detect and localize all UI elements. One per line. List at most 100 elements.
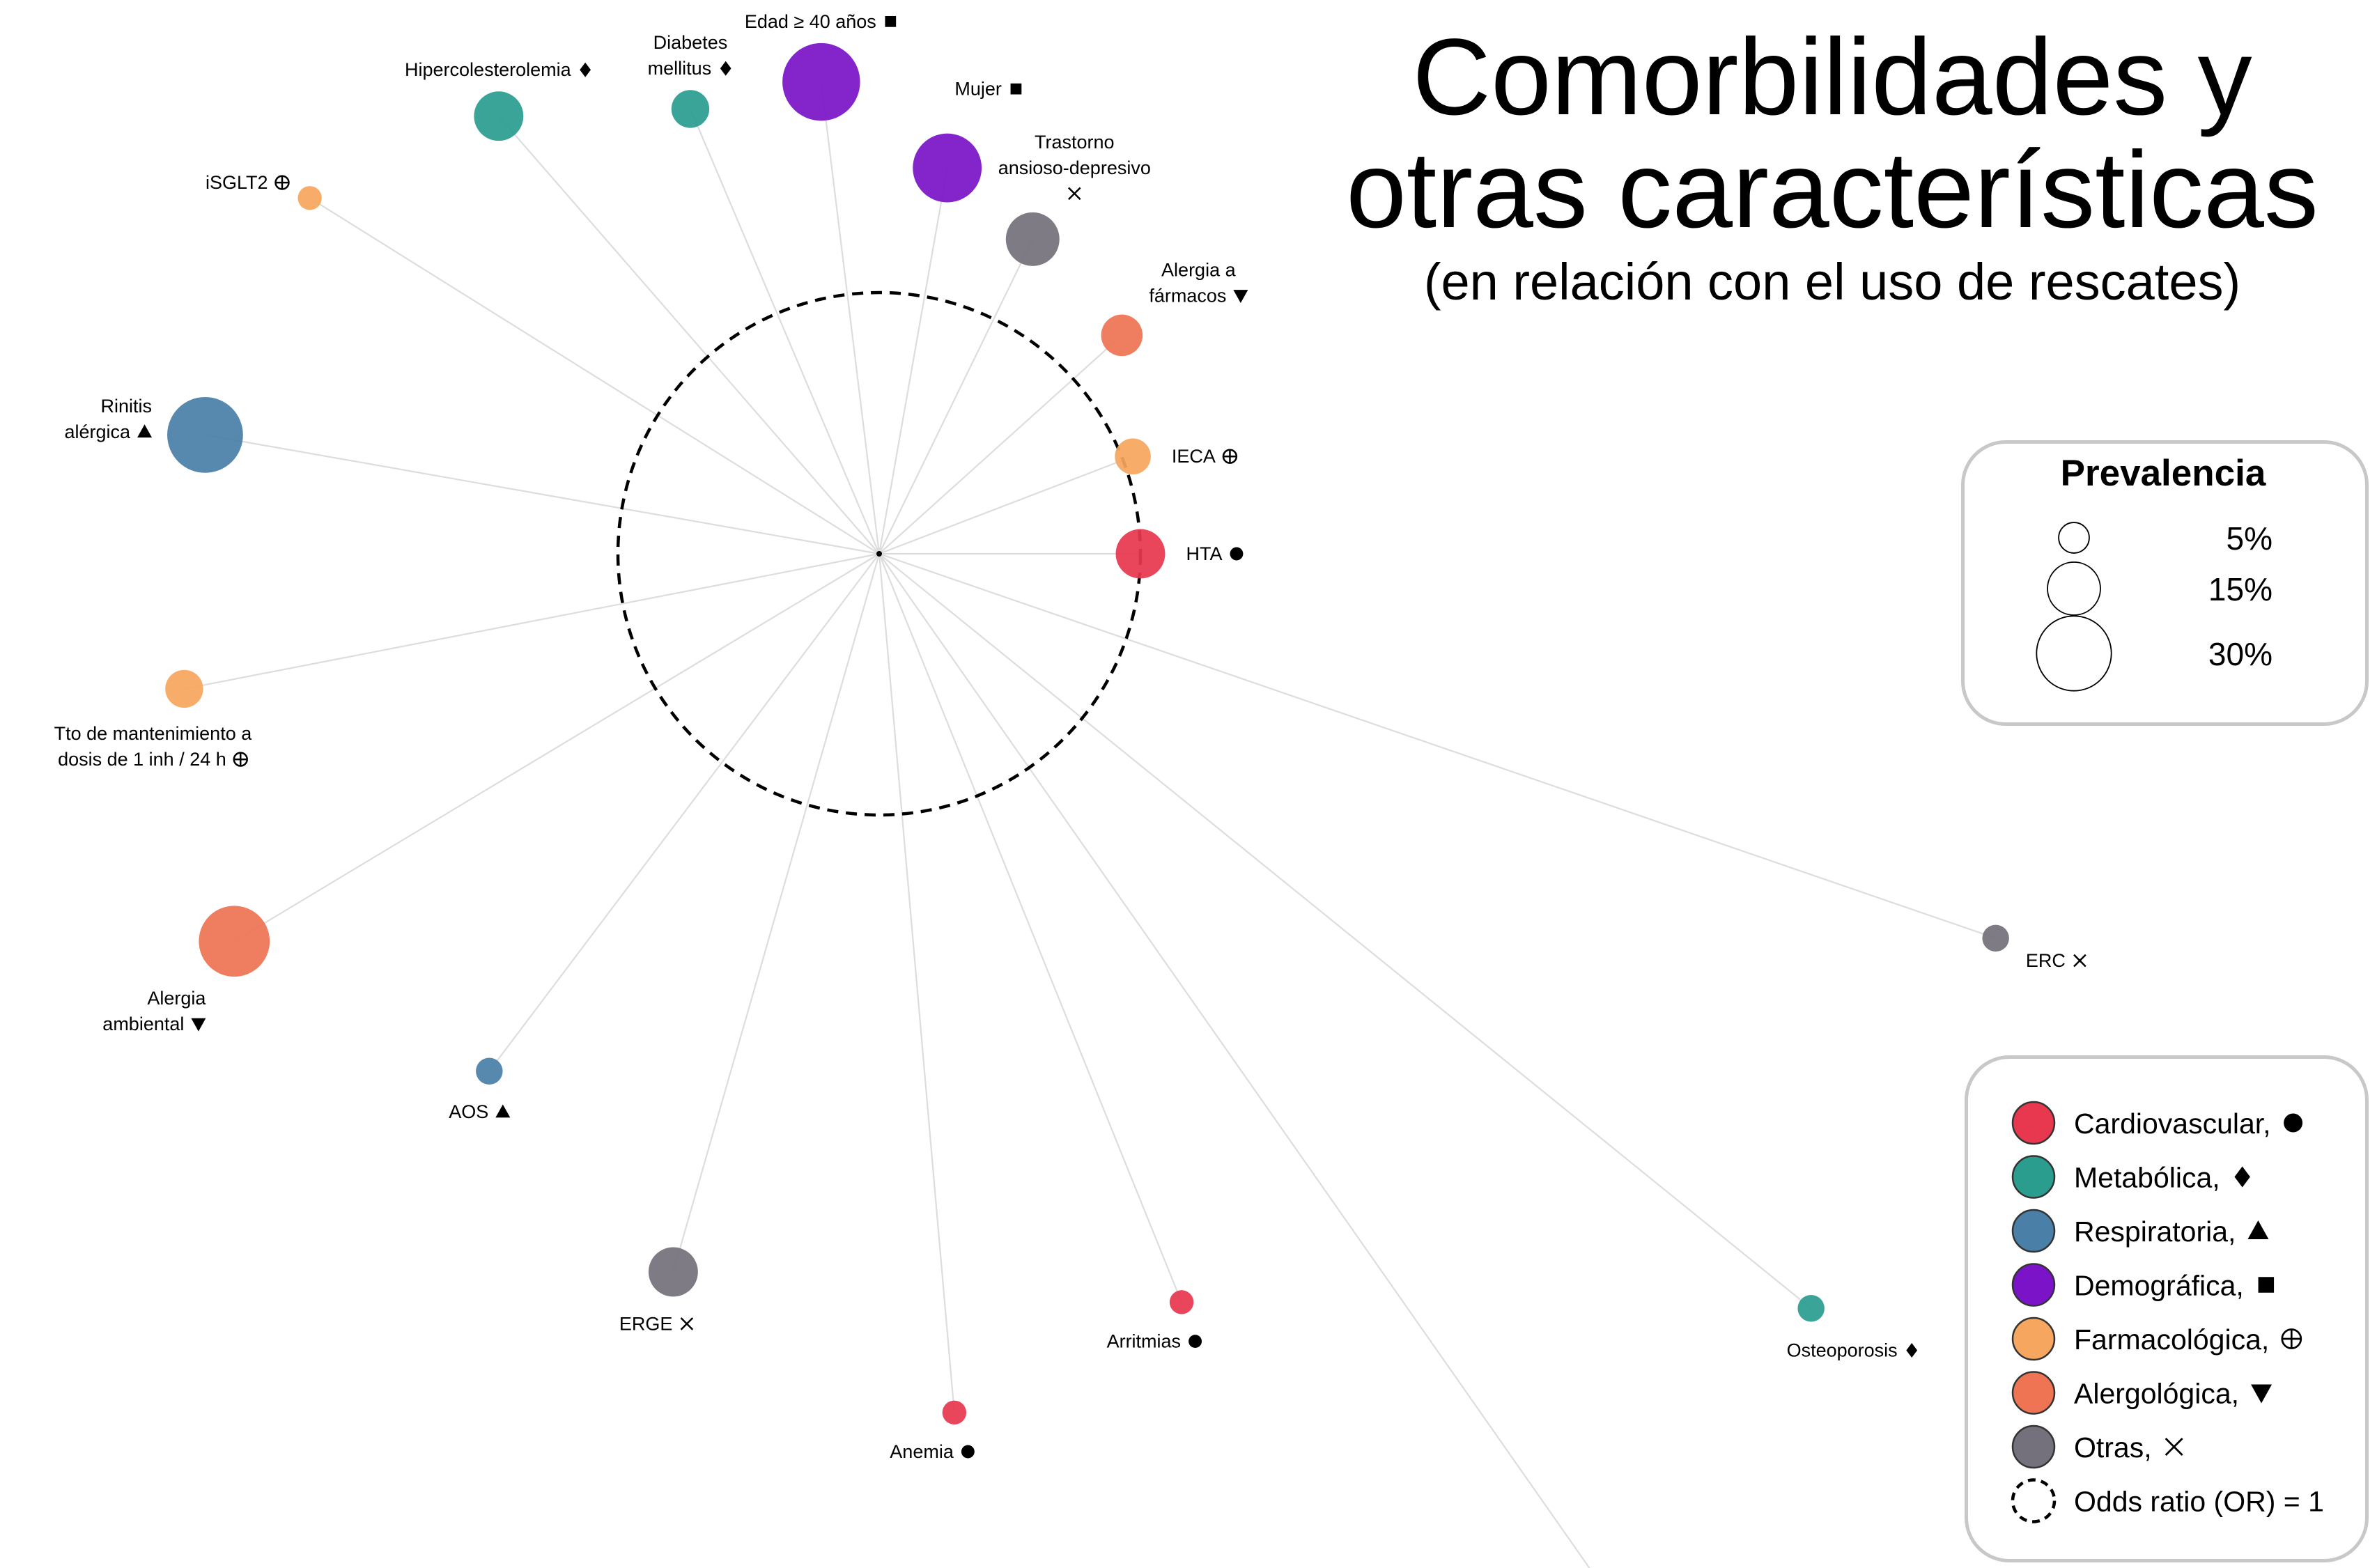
label-symbol — [191, 1018, 206, 1032]
point-label-text: AOS — [449, 1101, 488, 1122]
spoke-line — [488, 553, 880, 1072]
spoke-line — [878, 553, 1812, 1310]
point-label: Arritmias — [1107, 1331, 1202, 1352]
point-label-text: Hipercolesterolemia — [405, 59, 572, 80]
bubble-cardio — [942, 1400, 967, 1425]
label-symbol — [580, 62, 591, 77]
legend-symbol-demo — [2258, 1277, 2275, 1293]
legend-label-cardio: Cardiovascular, — [2074, 1108, 2271, 1140]
bubble-farma — [1115, 438, 1151, 475]
spoke-line — [878, 334, 1123, 554]
legend-symbol-otras — [2165, 1438, 2183, 1456]
label-symbol — [885, 15, 897, 27]
point-label: Mujer — [954, 79, 1022, 100]
legend-swatch-cardio — [2011, 1101, 2056, 1145]
point-label-text: alérgica — [64, 421, 131, 442]
bubble-metab — [1797, 1294, 1825, 1322]
point-label: Diabetes mellitus — [648, 32, 731, 79]
spoke-line — [233, 553, 880, 942]
point-label-text: Rinitis — [101, 396, 153, 417]
size-legend-circle — [2047, 561, 2101, 616]
legend-symbol-cardio — [2284, 1113, 2303, 1133]
size-legend-label: 30% — [2208, 636, 2273, 672]
legend-swatch-otras — [2011, 1425, 2056, 1469]
label-symbol — [1222, 449, 1238, 464]
point-label-text: Osteoporosis — [1787, 1340, 1898, 1360]
point-label-text: Anemia — [890, 1441, 954, 1462]
point-label: Edad ≥ 40 años — [745, 11, 897, 32]
point-label: Trastorno ansioso-depresivo — [998, 132, 1151, 201]
label-symbol — [1233, 290, 1248, 304]
bubble-farma — [297, 186, 322, 210]
spoke-line — [205, 434, 880, 555]
size-legend-label: 5% — [2227, 520, 2273, 557]
point-label-text: dosis de 1 inh / 24 h — [58, 749, 226, 770]
point-label-text: ERGE — [619, 1313, 673, 1334]
bubble-metab — [671, 90, 710, 128]
legend-label-resp: Respiratoria, — [2074, 1216, 2236, 1248]
point-label-text: Tto de mantenimiento a — [54, 723, 253, 744]
bubble-alerg — [199, 906, 270, 977]
spoke-line — [672, 553, 881, 1273]
point-label-text: Alergia — [147, 988, 206, 1009]
spoke-line — [878, 552, 1997, 939]
point-label-text: Edad ≥ 40 años — [745, 11, 876, 32]
point-label-text: ambiental — [102, 1014, 184, 1034]
point-label: Alergia a fármacos — [1149, 260, 1248, 306]
point-label: Alergia ambiental — [102, 988, 206, 1034]
title-line-2: otras características — [1346, 130, 2318, 251]
label-symbol — [495, 1104, 511, 1118]
legend-or-label: Odds ratio (OR) = 1 — [2074, 1486, 2324, 1518]
legend-symbol-metab — [2234, 1166, 2250, 1188]
legend-symbol-resp — [2247, 1220, 2269, 1239]
point-label: AOS — [449, 1101, 511, 1122]
spoke-line — [878, 456, 1133, 555]
spoke-line — [498, 115, 880, 554]
spoke-line — [878, 553, 1183, 1303]
chart-subtitle: (en relación con el uso de rescates) — [1423, 253, 2241, 311]
label-symbol — [1230, 547, 1244, 561]
bubble-otras — [648, 1247, 698, 1297]
legend-label-farma: Farmacológica, — [2074, 1324, 2269, 1356]
label-symbol — [2073, 954, 2086, 968]
spoke-line — [820, 81, 881, 554]
bubble-cardio — [1115, 529, 1166, 579]
point-label: Rinitis alérgica — [64, 396, 153, 442]
bubble-resp — [476, 1057, 503, 1085]
label-symbol — [680, 1317, 694, 1330]
point-label: ERGE — [619, 1313, 694, 1334]
size-legend-title: Prevalencia — [2061, 453, 2266, 494]
legend-label-demo: Demográfica, — [2074, 1270, 2244, 1302]
point-label-text: Alergia a — [1161, 260, 1237, 281]
size-legend-label: 15% — [2208, 571, 2273, 607]
point-label: Anemia — [890, 1441, 975, 1462]
point-label-text: Arritmias — [1107, 1331, 1182, 1352]
spoke-line — [689, 108, 881, 554]
legend-swatch-farma — [2011, 1317, 2056, 1361]
point-label: IECA — [1172, 446, 1238, 467]
point-label-text: ansioso-depresivo — [998, 157, 1151, 178]
legend-swatch-resp — [2011, 1209, 2056, 1253]
bubble-otras — [1005, 212, 1060, 266]
spoke-line — [878, 553, 1590, 1568]
label-symbol — [1906, 1342, 1918, 1358]
spoke-line — [878, 167, 948, 554]
point-label-text: IECA — [1172, 446, 1216, 467]
legend-symbol-farma — [2281, 1328, 2302, 1349]
spoke-line — [309, 197, 880, 554]
point-label: Tto de mantenimiento a dosis de 1 inh / 2… — [54, 723, 253, 770]
label-symbol — [1188, 1335, 1202, 1349]
legend-swatch-metab — [2011, 1155, 2056, 1199]
legend-swatch-alerg — [2011, 1371, 2056, 1415]
point-label-text: ERC — [2026, 950, 2066, 971]
label-symbol — [961, 1445, 975, 1459]
legend-swatch-demo — [2011, 1263, 2056, 1307]
legend-label-metab: Metabólica, — [2074, 1162, 2220, 1194]
point-label-text: fármacos — [1149, 286, 1226, 306]
label-symbol — [1067, 187, 1081, 201]
bubble-metab — [474, 91, 524, 141]
label-symbol — [1010, 83, 1022, 95]
bubble-cardio — [1169, 1290, 1194, 1314]
label-symbol — [274, 175, 290, 190]
point-label-text: Trastorno — [1035, 132, 1115, 153]
